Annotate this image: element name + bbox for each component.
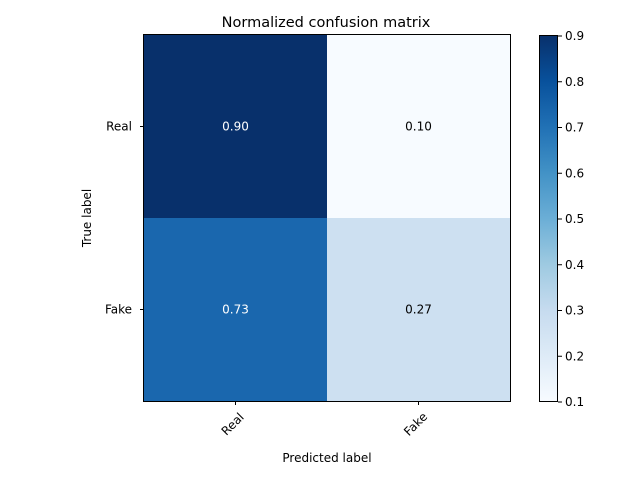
cell-value-label: 0.10 [405,120,432,134]
plot-frame [143,34,511,402]
colorbar-tick-label: 0.2 [565,349,584,363]
x-tick-label: Fake [401,410,430,439]
heatmap-cell [327,35,511,219]
colorbar-tick-label: 0.8 [565,75,584,89]
colorbar-tick-label: 0.3 [565,304,584,318]
cell-value-label: 0.27 [405,303,432,317]
colorbar-tick-label: 0.7 [565,121,584,135]
colorbar-tick-label: 0.4 [565,258,584,272]
heatmap-cell [144,218,328,402]
y-axis-label: True label [80,189,94,248]
x-axis-ticks: Real Fake [219,401,430,439]
colorbar-tick-label: 0.5 [565,212,584,226]
heatmap-cell [144,35,328,219]
heatmap-cell [327,218,511,402]
cell-value-label: 0.90 [222,120,249,134]
colorbar-tick-label: 0.1 [565,395,584,409]
heatmap-cells [144,35,511,402]
x-axis-label: Predicted label [282,451,371,465]
colorbar-tick-label: 0.9 [565,29,584,43]
y-axis-ticks: Real Fake [105,120,144,317]
y-tick-label: Real [106,120,132,134]
x-tick-label: Real [219,410,247,438]
cell-value-label: 0.73 [222,303,249,317]
heatmap-cell-labels: 0.90 0.10 0.73 0.27 [222,120,432,317]
colorbar [539,35,558,402]
chart-title: Normalized confusion matrix [222,15,431,31]
colorbar-ticks: 0.1 0.2 0.3 0.4 0.5 0.6 0.7 0.8 0.9 [558,29,584,409]
colorbar-tick-label: 0.6 [565,166,584,180]
y-tick-label: Fake [105,303,132,317]
